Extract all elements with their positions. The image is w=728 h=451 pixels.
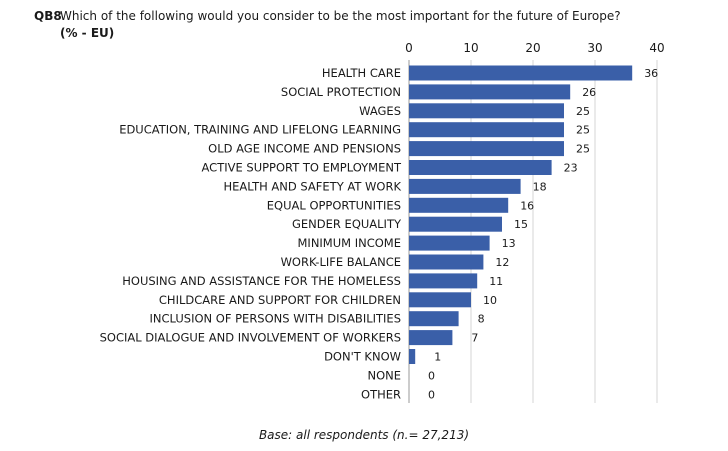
value-label: 12	[495, 256, 509, 269]
category-label: ACTIVE SUPPORT TO EMPLOYMENT	[202, 161, 402, 175]
value-label: 25	[576, 143, 590, 156]
value-label: 7	[471, 332, 478, 345]
base-note: Base: all respondents (n.= 27,213)	[258, 428, 470, 442]
value-label: 0	[428, 388, 435, 401]
bar	[409, 292, 471, 308]
category-label: WORK-LIFE BALANCE	[281, 255, 401, 269]
value-label: 11	[489, 275, 503, 288]
tick-label: 10	[463, 41, 478, 55]
question-text: Which of the following would you conside…	[60, 9, 621, 23]
category-label: CHILDCARE AND SUPPORT FOR CHILDREN	[159, 293, 401, 307]
bar	[409, 84, 571, 100]
value-label: 0	[428, 369, 435, 382]
bar	[409, 178, 521, 194]
bar	[409, 216, 502, 232]
bar	[409, 122, 564, 138]
category-label: HOUSING AND ASSISTANCE FOR THE HOMELESS	[122, 274, 401, 288]
bar	[409, 160, 552, 175]
value-label: 10	[483, 294, 497, 307]
value-label: 23	[564, 162, 578, 175]
tick-label: 0	[405, 41, 413, 55]
value-label: 13	[502, 237, 516, 250]
value-label: 15	[514, 218, 528, 231]
category-label: SOCIAL DIALOGUE AND INVOLVEMENT OF WORKE…	[100, 331, 401, 345]
category-label: MINIMUM INCOME	[298, 236, 402, 250]
category-label: HEALTH CARE	[322, 66, 401, 80]
tick-label: 20	[525, 41, 540, 55]
bar	[409, 235, 490, 251]
category-label: HEALTH AND SAFETY AT WORK	[224, 179, 402, 193]
bar	[409, 65, 633, 81]
value-label: 16	[520, 199, 534, 212]
bar	[409, 311, 459, 327]
bar	[409, 330, 453, 346]
bar	[409, 141, 564, 157]
bar	[409, 197, 509, 213]
value-label: 25	[576, 105, 590, 118]
category-label: WAGES	[359, 104, 401, 118]
bar	[409, 349, 416, 364]
category-label: SOCIAL PROTECTION	[281, 85, 401, 99]
category-label: INCLUSION OF PERSONS WITH DISABILITIES	[150, 312, 401, 326]
value-label: 18	[533, 180, 547, 193]
value-label: 1	[434, 351, 441, 364]
category-label: GENDER EQUALITY	[292, 217, 402, 231]
category-label: NONE	[367, 368, 401, 382]
category-label: EQUAL OPPORTUNITIES	[267, 198, 401, 212]
category-label: OLD AGE INCOME AND PENSIONS	[208, 142, 401, 156]
unit-label: (% - EU)	[60, 26, 115, 40]
category-label: OTHER	[361, 387, 401, 401]
value-label: 36	[644, 67, 658, 80]
value-label: 8	[478, 313, 485, 326]
category-label: EDUCATION, TRAINING AND LIFELONG LEARNIN…	[119, 123, 401, 137]
tick-label: 30	[587, 41, 602, 55]
value-label: 25	[576, 124, 590, 137]
category-label: DON'T KNOW	[324, 350, 401, 364]
value-label: 26	[582, 86, 596, 99]
bar	[409, 273, 478, 289]
bar	[409, 254, 484, 270]
bar	[409, 103, 564, 119]
question-id: QB8	[34, 9, 62, 23]
tick-label: 40	[649, 41, 664, 55]
